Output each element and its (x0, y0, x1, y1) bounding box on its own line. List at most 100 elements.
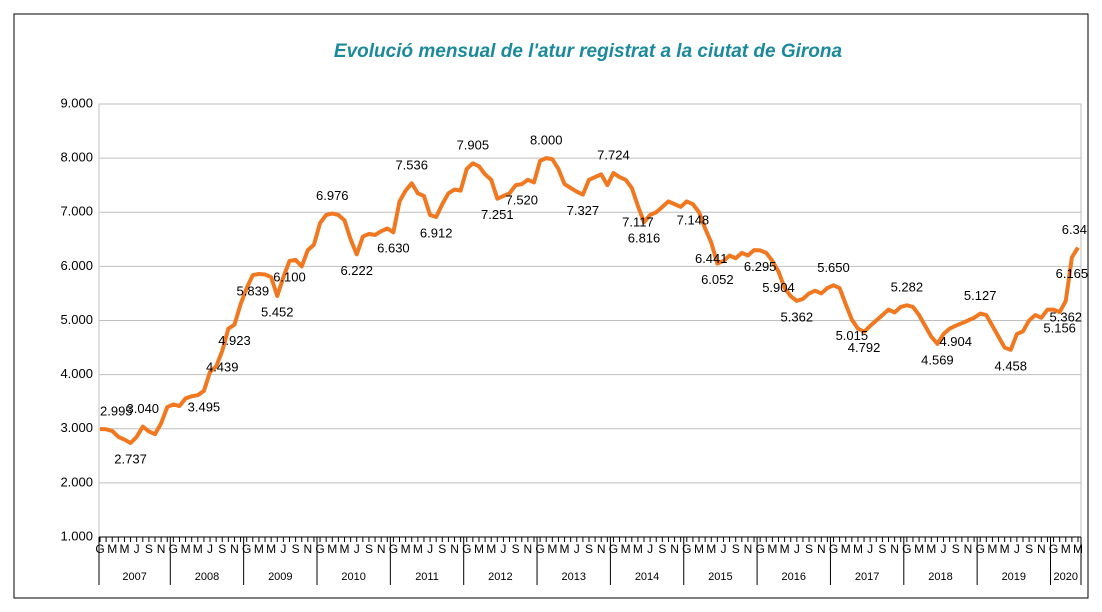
data-label: 7.905 (457, 138, 490, 153)
x-tick-label: G (976, 542, 985, 556)
x-tick-label: M (706, 542, 716, 556)
x-tick-label: G (902, 542, 911, 556)
y-tick-label: 1.000 (60, 528, 93, 543)
y-tick-label: 5.000 (60, 312, 93, 327)
x-tick-label: G (682, 542, 691, 556)
y-tick-label: 2.000 (60, 474, 93, 489)
data-label: 2.737 (114, 451, 147, 466)
data-label: 6.630 (377, 241, 410, 256)
x-tick-label: M (254, 542, 264, 556)
year-label: 2015 (708, 571, 732, 583)
data-label: 5.156 (1043, 320, 1076, 335)
plot: 1.000 2.000 3.000 4.000 5.000 6.000 7.000 8.000… (60, 95, 1095, 585)
x-tick-label: N (1037, 542, 1046, 556)
x-tick-label: M (547, 542, 557, 556)
y-tick-label: 6.000 (60, 258, 93, 273)
x-tick-label: M (987, 542, 997, 556)
data-label: 6.295 (744, 259, 777, 274)
y-tick-label: 8.000 (60, 150, 93, 165)
x-tick-label: M (560, 542, 570, 556)
x-tick-label: M (401, 542, 411, 556)
x-tick-label: G (95, 542, 104, 556)
data-label: 7.251 (481, 207, 514, 222)
x-tick-label: M (621, 542, 631, 556)
x-tick-label: S (878, 542, 886, 556)
x-tick-label: J (280, 542, 286, 556)
x-tick-label: G (242, 542, 251, 556)
x-tick-label: S (585, 542, 593, 556)
chart-border (13, 13, 1089, 599)
x-tick-label: J (941, 542, 947, 556)
data-label: 4.439 (206, 359, 239, 374)
x-tick-label: J (647, 542, 653, 556)
x-tick-label: M (107, 542, 117, 556)
x-tick-label: M (694, 542, 704, 556)
x-tick-label: N (377, 542, 386, 556)
data-label: 5.362 (1050, 309, 1083, 324)
x-tick-label: G (169, 542, 178, 556)
year-label: 2011 (415, 571, 439, 583)
year-label: 2008 (195, 571, 219, 583)
year-label: 2017 (855, 571, 879, 583)
data-label: 7.520 (505, 193, 538, 208)
x-tick-label: J (134, 542, 140, 556)
data-label: 5.904 (762, 280, 795, 295)
data-label: 4.458 (994, 358, 1027, 373)
x-tick-label: G (755, 542, 764, 556)
y-tick-label: 9.000 (60, 95, 93, 110)
data-label: 7.536 (395, 158, 428, 173)
x-tick-label: M (266, 542, 276, 556)
data-label: 5.452 (261, 304, 294, 319)
year-label: 2014 (635, 571, 659, 583)
data-label: 4.923 (218, 333, 251, 348)
data-label: 4.792 (848, 340, 881, 355)
x-tick-label: S (365, 542, 373, 556)
x-tick-label: J (207, 542, 213, 556)
x-tick-label: J (500, 542, 506, 556)
y-tick-label: 4.000 (60, 366, 93, 381)
data-label: 7.327 (567, 203, 600, 218)
x-tick-label: J (720, 542, 726, 556)
x-tick-label: J (1014, 542, 1020, 556)
x-tick-label: M (1061, 542, 1071, 556)
year-label: 2019 (1002, 571, 1026, 583)
data-label: 4.569 (921, 352, 954, 367)
x-tick-label: S (1025, 542, 1033, 556)
x-tick-label: M (853, 542, 863, 556)
x-tick-label: M (486, 542, 496, 556)
x-tick-label: S (658, 542, 666, 556)
x-tick-label: M (327, 542, 337, 556)
x-tick-label: J (867, 542, 873, 556)
x-tick-label: N (303, 542, 312, 556)
x-tick-label: S (732, 542, 740, 556)
x-tick-label: N (157, 542, 166, 556)
x-tick-label: N (597, 542, 606, 556)
x-tick-label: M (767, 542, 777, 556)
x-tick-label: S (292, 542, 300, 556)
x-tick-label: J (427, 542, 433, 556)
data-label: 6.976 (316, 188, 349, 203)
chart-title: Evolució mensual de l'atur registrat a l… (334, 41, 843, 62)
x-tick-label: G (389, 542, 398, 556)
data-label: 6.816 (628, 231, 661, 246)
x-tick-label: M (633, 542, 643, 556)
data-label: 6.100 (273, 269, 306, 284)
data-label: 6.348 (1062, 222, 1095, 237)
x-tick-label: M (841, 542, 851, 556)
x-tick-label: S (805, 542, 813, 556)
y-tick-label: 3.000 (60, 420, 93, 435)
data-label: 3.495 (188, 399, 221, 414)
x-tick-label: M (926, 542, 936, 556)
x-tick-label: N (230, 542, 239, 556)
year-label: 2013 (561, 571, 585, 583)
x-tick-label: J (354, 542, 360, 556)
data-line (99, 156, 1080, 445)
x-tick-label: S (218, 542, 226, 556)
x-tick-label: J (794, 542, 800, 556)
x-tick-label: M (181, 542, 191, 556)
x-tick-label: G (609, 542, 618, 556)
data-label: 4.904 (939, 334, 972, 349)
x-tick-label: S (952, 542, 960, 556)
x-tick-label: S (438, 542, 446, 556)
